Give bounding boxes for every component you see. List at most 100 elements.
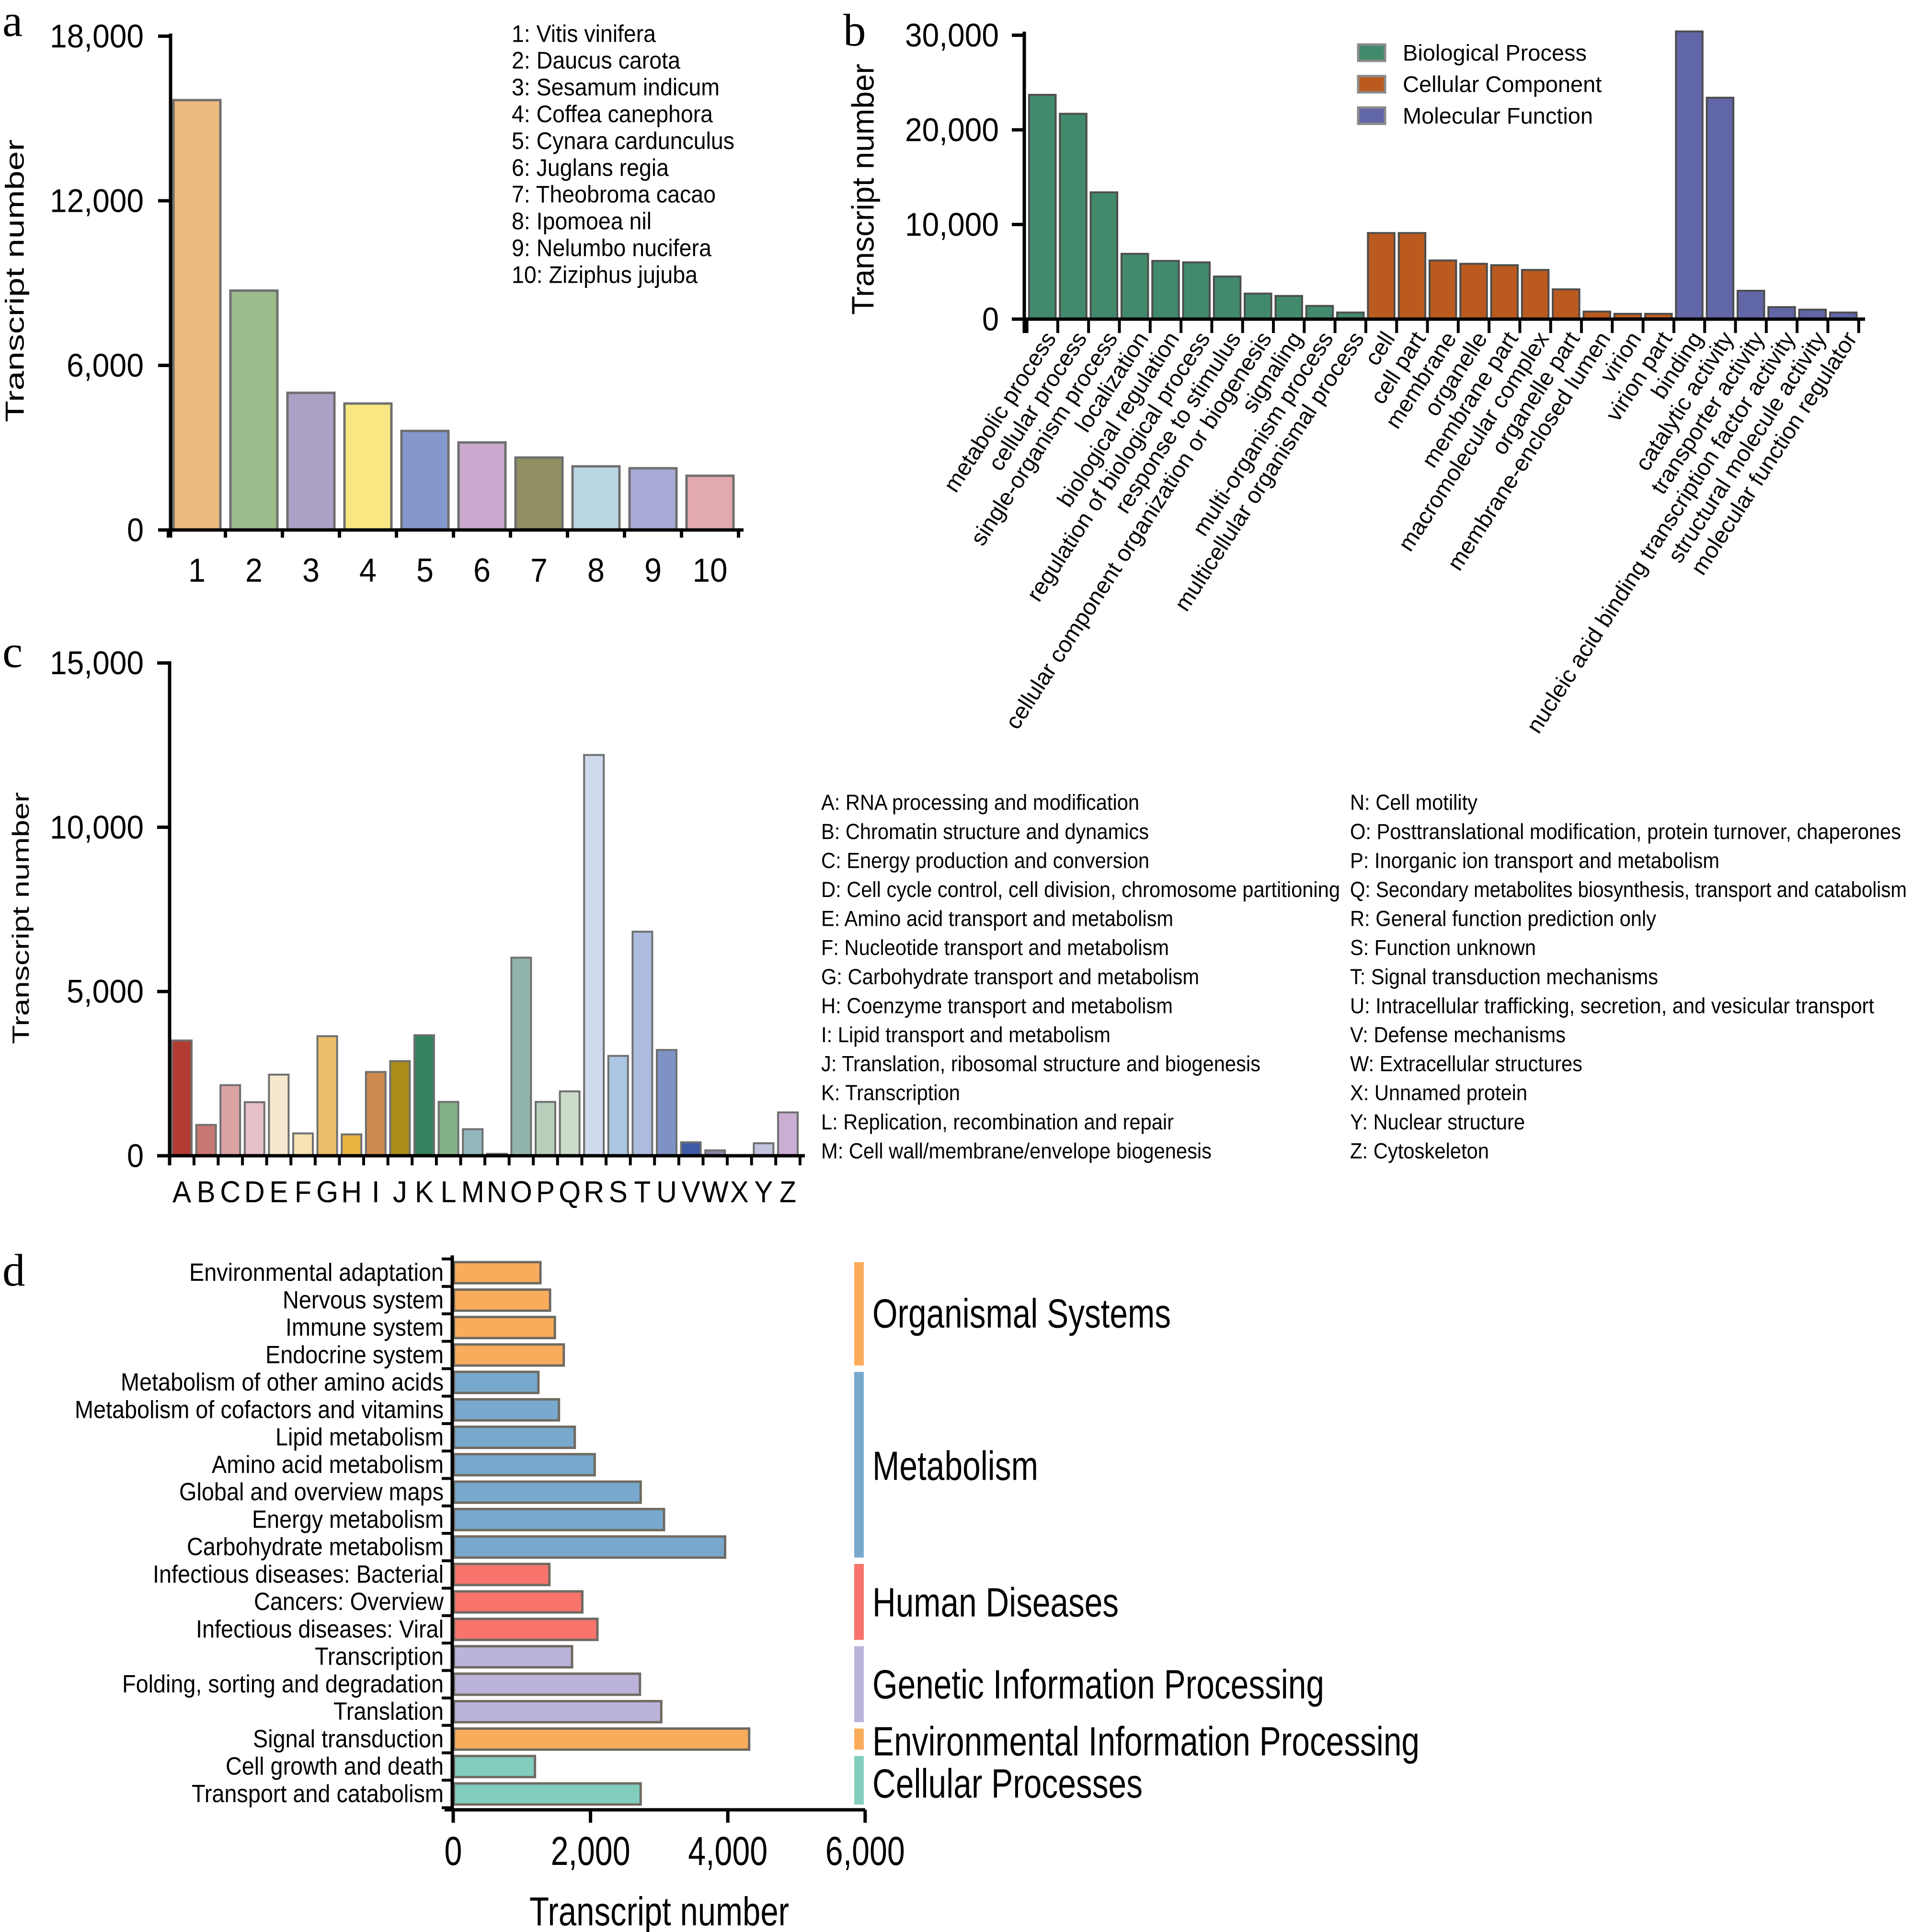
svg-text:6: Juglans regia: 6: Juglans regia: [512, 154, 669, 181]
svg-text:Infectious diseases: Viral: Infectious diseases: Viral: [196, 1615, 444, 1643]
svg-text:3: 3: [302, 552, 320, 589]
svg-text:5,000: 5,000: [67, 973, 144, 1010]
svg-text:F: Nucleotide transport and me: F: Nucleotide transport and metabolism: [821, 935, 1169, 960]
svg-text:N: Cell motility: N: Cell motility: [1350, 790, 1477, 815]
svg-text:X: Unnamed protein: X: Unnamed protein: [1350, 1081, 1527, 1105]
svg-text:A: RNA processing and modifica: A: RNA processing and modification: [821, 790, 1139, 815]
svg-text:H: H: [341, 1175, 362, 1209]
svg-text:Energy metabolism: Energy metabolism: [252, 1506, 444, 1533]
svg-text:12,000: 12,000: [50, 183, 144, 219]
svg-text:Environmental Information Proc: Environmental Information Processing: [872, 1719, 1420, 1765]
svg-text:10: 10: [693, 552, 728, 589]
svg-text:20,000: 20,000: [905, 112, 999, 149]
svg-text:4: 4: [359, 552, 377, 589]
svg-text:1: Vitis vinifera: 1: Vitis vinifera: [512, 20, 656, 47]
svg-text:6,000: 6,000: [825, 1828, 905, 1874]
svg-text:Transcription: Transcription: [315, 1643, 444, 1671]
svg-text:U: U: [656, 1175, 677, 1209]
svg-text:Q: Q: [559, 1175, 581, 1209]
svg-text:K: Transcription: K: Transcription: [821, 1081, 960, 1105]
svg-text:T: T: [634, 1175, 651, 1209]
svg-text:B: Chromatin structure and dyn: B: Chromatin structure and dynamics: [821, 819, 1149, 844]
svg-text:I: I: [372, 1175, 380, 1209]
svg-text:E: Amino acid transport and me: E: Amino acid transport and metabolism: [821, 907, 1173, 931]
svg-text:E: E: [269, 1175, 288, 1209]
svg-text:L: L: [441, 1175, 457, 1209]
svg-text:9: 9: [644, 552, 662, 589]
svg-text:8: Ipomoea nil: 8: Ipomoea nil: [512, 208, 652, 235]
svg-text:Human Diseases: Human Diseases: [872, 1580, 1119, 1626]
svg-text:10: Ziziphus jujuba: 10: Ziziphus jujuba: [512, 261, 698, 288]
svg-text:V: V: [682, 1175, 700, 1209]
svg-text:P: Inorganic ion transport and: P: Inorganic ion transport and metabolis…: [1350, 848, 1719, 873]
svg-text:a: a: [2, 0, 23, 46]
svg-text:9: Nelumbo nucifera: 9: Nelumbo nucifera: [512, 235, 711, 262]
svg-text:L: Replication, recombination: L: Replication, recombination and repair: [821, 1110, 1174, 1134]
svg-text:5: Cynara cardunculus: 5: Cynara cardunculus: [512, 127, 734, 154]
svg-text:M: M: [461, 1175, 484, 1209]
svg-text:K: K: [415, 1175, 434, 1209]
svg-text:R: General function prediction: R: General function prediction only: [1350, 907, 1656, 931]
svg-text:O: Posttranslational modificat: O: Posttranslational modification, prote…: [1350, 819, 1901, 844]
svg-text:Nervous system: Nervous system: [283, 1286, 444, 1314]
svg-text:G: Carbohydrate transport and: G: Carbohydrate transport and metabolism: [821, 965, 1199, 989]
svg-text:H: Coenzyme transport and meta: H: Coenzyme transport and metabolism: [821, 993, 1173, 1018]
svg-text:Transport and catabolism: Transport and catabolism: [192, 1780, 444, 1808]
svg-text:D: Cell cycle control, cell di: D: Cell cycle control, cell division, ch…: [821, 877, 1340, 902]
svg-text:G: G: [316, 1175, 338, 1209]
svg-text:N: N: [487, 1175, 507, 1209]
svg-text:Carbohydrate metabolism: Carbohydrate metabolism: [187, 1533, 444, 1561]
svg-text:0: 0: [127, 1138, 144, 1174]
svg-text:Cell growth and death: Cell growth and death: [226, 1753, 444, 1781]
svg-text:Amino acid metabolism: Amino acid metabolism: [212, 1451, 444, 1479]
svg-text:Transcript number: Transcript number: [8, 792, 34, 1044]
svg-text:8: 8: [587, 552, 605, 589]
svg-text:Transcript number: Transcript number: [846, 64, 881, 315]
svg-text:Z: Z: [779, 1175, 796, 1209]
svg-text:Immune system: Immune system: [286, 1314, 444, 1342]
svg-text:0: 0: [127, 512, 144, 549]
svg-text:O: O: [510, 1175, 532, 1209]
svg-text:R: R: [584, 1175, 604, 1209]
svg-text:T: Signal transduction mechani: T: Signal transduction mechanisms: [1350, 965, 1658, 989]
svg-text:Q: Secondary metabolites biosy: Q: Secondary metabolites biosynthesis, t…: [1350, 877, 1907, 902]
svg-text:Global and overview maps: Global and overview maps: [179, 1478, 444, 1506]
svg-text:Endocrine system: Endocrine system: [265, 1341, 444, 1369]
svg-text:F: F: [295, 1175, 311, 1209]
svg-text:b: b: [843, 5, 866, 56]
svg-text:I: Lipid transport and metabol: I: Lipid transport and metabolism: [821, 1023, 1111, 1047]
svg-text:Biological Process: Biological Process: [1403, 40, 1587, 66]
svg-text:2: Daucus carota: 2: Daucus carota: [512, 47, 680, 74]
svg-text:1: 1: [188, 552, 206, 589]
svg-text:18,000: 18,000: [50, 18, 144, 55]
svg-text:Cellular Component: Cellular Component: [1403, 71, 1602, 97]
svg-text:7: Theobroma cacao: 7: Theobroma cacao: [512, 181, 716, 208]
svg-text:Transcript number: Transcript number: [0, 139, 30, 422]
svg-text:M: Cell wall/membrane/envelope: M: Cell wall/membrane/envelope biogenesi…: [821, 1138, 1212, 1163]
svg-text:Metabolism of other amino acid: Metabolism of other amino acids: [121, 1368, 444, 1396]
svg-text:30,000: 30,000: [905, 17, 999, 54]
svg-text:0: 0: [445, 1828, 462, 1874]
svg-text:A: A: [172, 1175, 191, 1209]
svg-text:Translation: Translation: [333, 1698, 444, 1725]
svg-text:15,000: 15,000: [50, 644, 144, 681]
svg-text:Environmental adaptation: Environmental adaptation: [189, 1259, 444, 1287]
svg-text:7: 7: [530, 552, 548, 589]
svg-text:Y: Nuclear structure: Y: Nuclear structure: [1350, 1110, 1525, 1134]
svg-text:U: Intracellular trafficking,: U: Intracellular trafficking, secretion,…: [1350, 993, 1874, 1018]
svg-text:Molecular Function: Molecular Function: [1403, 103, 1593, 128]
svg-text:c: c: [2, 626, 23, 677]
svg-text:Y: Y: [754, 1175, 773, 1209]
svg-text:Lipid metabolism: Lipid metabolism: [275, 1424, 444, 1451]
svg-text:S: S: [609, 1175, 628, 1209]
svg-text:Cancers: Overview: Cancers: Overview: [254, 1588, 444, 1616]
svg-text:2,000: 2,000: [551, 1828, 630, 1874]
svg-text:3: Sesamum indicum: 3: Sesamum indicum: [512, 74, 720, 101]
svg-text:S: Function unknown: S: Function unknown: [1350, 935, 1536, 960]
svg-text:J: J: [393, 1175, 407, 1209]
svg-text:Cellular Processes: Cellular Processes: [872, 1761, 1143, 1807]
svg-text:Genetic Information Processing: Genetic Information Processing: [872, 1662, 1324, 1708]
svg-text:D: D: [244, 1175, 265, 1209]
svg-text:6,000: 6,000: [67, 347, 144, 384]
svg-text:2: 2: [245, 552, 263, 589]
